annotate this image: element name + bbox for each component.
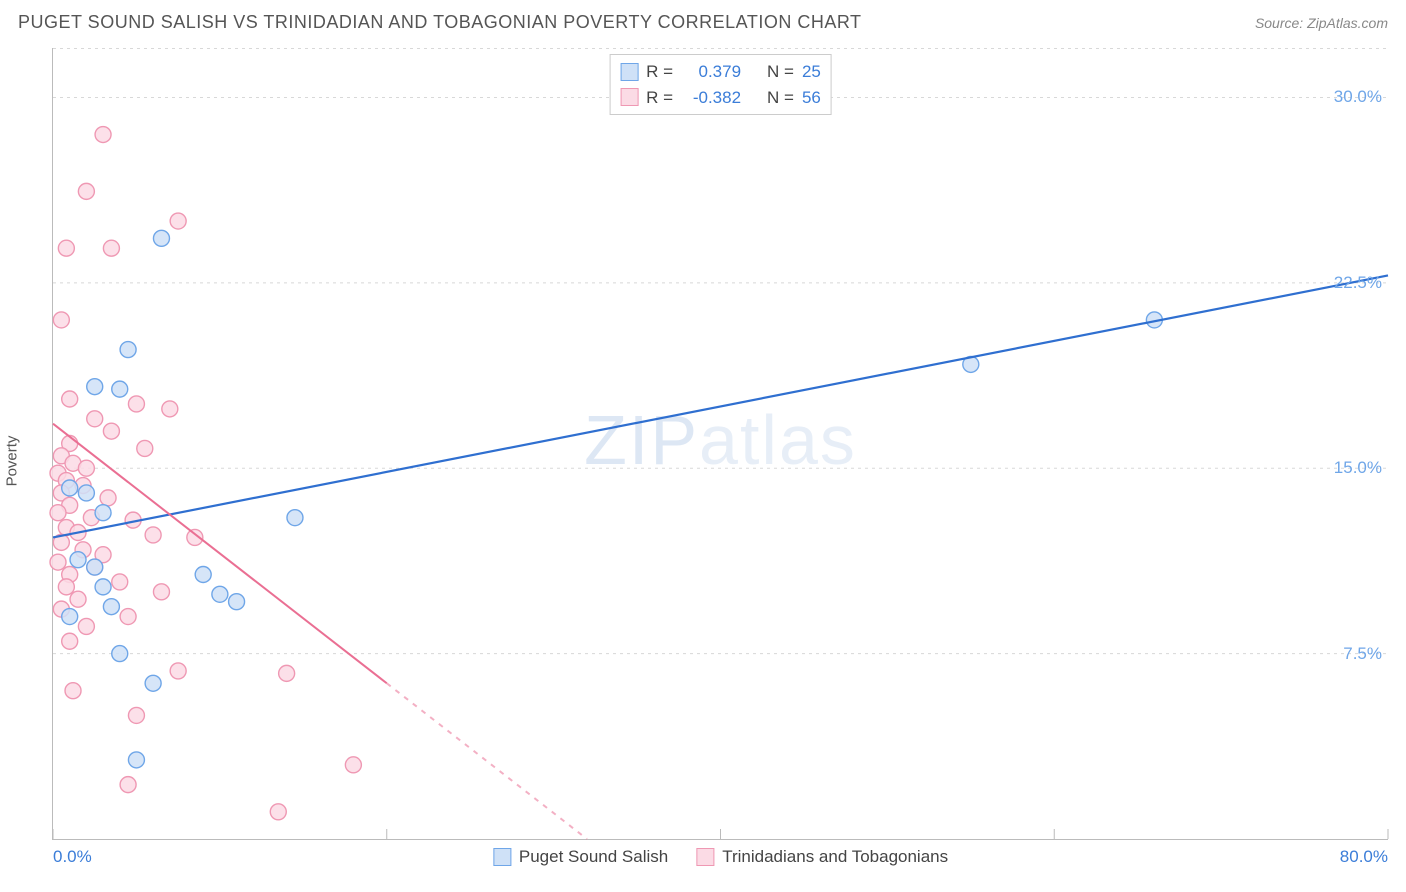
legend-swatch bbox=[620, 88, 638, 106]
y-tick-label: 22.5% bbox=[1334, 273, 1382, 293]
n-value: 56 bbox=[802, 85, 821, 111]
n-label: N = bbox=[767, 59, 794, 85]
plot-region: ZIPatlas R =0.379N =25R =-0.382N =56 Pug… bbox=[52, 48, 1388, 840]
r-label: R = bbox=[646, 85, 673, 111]
x-tick-label: 0.0% bbox=[53, 847, 92, 867]
chart-source: Source: ZipAtlas.com bbox=[1255, 15, 1388, 31]
chart-header: PUGET SOUND SALISH VS TRINIDADIAN AND TO… bbox=[18, 12, 1388, 33]
r-value: -0.382 bbox=[681, 85, 741, 111]
y-tick-label: 15.0% bbox=[1334, 458, 1382, 478]
y-axis-label: Poverty bbox=[4, 436, 21, 487]
x-tick-label: 80.0% bbox=[1340, 847, 1388, 867]
r-label: R = bbox=[646, 59, 673, 85]
correlation-legend: R = 0.379 N = 25 R = -0.382 N = 56 bbox=[609, 54, 832, 115]
n-value: 25 bbox=[802, 59, 821, 85]
y-tick-label: 30.0% bbox=[1334, 87, 1382, 107]
series-legend-item: Puget Sound Salish bbox=[493, 847, 668, 867]
series-legend: Puget Sound Salish Trinidadians and Tobag… bbox=[493, 847, 948, 867]
legend-swatch bbox=[696, 848, 714, 866]
series-legend-item: Trinidadians and Tobagonians bbox=[696, 847, 948, 867]
source-prefix: Source: bbox=[1255, 15, 1307, 31]
legend-swatch bbox=[620, 63, 638, 81]
plot-svg bbox=[53, 48, 1388, 839]
correlation-legend-row: R = -0.382 N = 56 bbox=[620, 85, 821, 111]
n-label: N = bbox=[767, 85, 794, 111]
correlation-legend-row: R = 0.379 N = 25 bbox=[620, 59, 821, 85]
y-tick-label: 7.5% bbox=[1343, 644, 1382, 664]
r-value: 0.379 bbox=[681, 59, 741, 85]
chart-title: PUGET SOUND SALISH VS TRINIDADIAN AND TO… bbox=[18, 12, 862, 33]
legend-swatch bbox=[493, 848, 511, 866]
series-name: Trinidadians and Tobagonians bbox=[722, 847, 948, 867]
chart-area: Poverty ZIPatlas R =0.379N =25R =-0.382N… bbox=[18, 48, 1388, 874]
source-name: ZipAtlas.com bbox=[1307, 15, 1388, 31]
series-name: Puget Sound Salish bbox=[519, 847, 668, 867]
